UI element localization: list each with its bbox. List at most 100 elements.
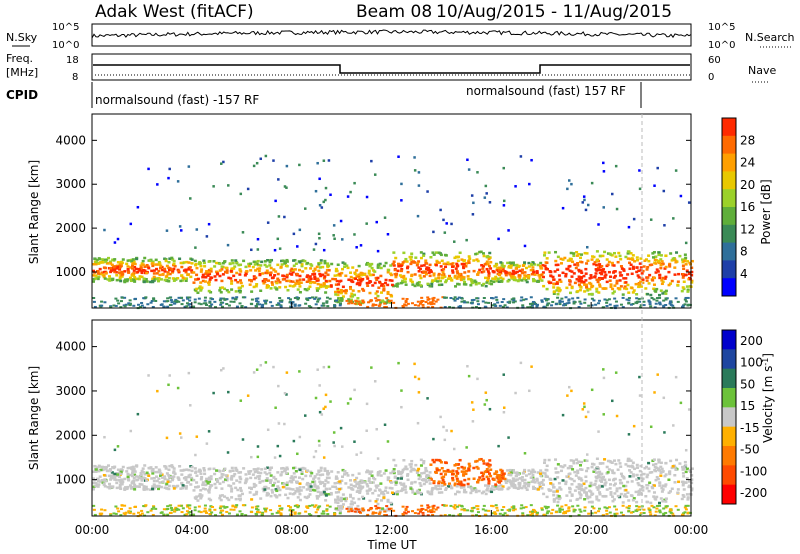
velocity-cell bbox=[493, 472, 497, 476]
velocity-cell bbox=[462, 474, 466, 477]
power-cell bbox=[413, 261, 417, 264]
power-cell bbox=[267, 279, 271, 282]
power-cell bbox=[605, 299, 609, 302]
power-cell bbox=[580, 260, 584, 264]
velocity-cell bbox=[597, 430, 600, 433]
velocity-cell bbox=[483, 513, 487, 516]
velocity-cell bbox=[575, 461, 579, 465]
velocity-cell bbox=[199, 497, 203, 500]
velocity-cell bbox=[612, 498, 616, 501]
power-cell bbox=[620, 267, 624, 270]
velocity-cell bbox=[333, 482, 337, 485]
velocity-cell bbox=[123, 504, 127, 507]
velocity-cell bbox=[522, 470, 526, 473]
power-cell bbox=[613, 297, 617, 300]
velocity-cell bbox=[309, 514, 313, 517]
power-cell bbox=[531, 272, 535, 276]
velocity-cell bbox=[603, 458, 607, 461]
power-cell bbox=[94, 260, 98, 264]
velocity-cell bbox=[538, 485, 542, 488]
power-cell bbox=[430, 280, 434, 284]
power-cell bbox=[440, 276, 444, 280]
velocity-cell bbox=[463, 509, 467, 512]
velocity-cell bbox=[208, 485, 212, 489]
power-cell bbox=[324, 186, 328, 190]
power-cell bbox=[386, 290, 390, 294]
velocity-cell bbox=[114, 512, 118, 515]
velocity-cell bbox=[160, 473, 164, 476]
power-cell bbox=[664, 265, 668, 269]
velocity-cell bbox=[460, 483, 464, 487]
velocity-cell bbox=[289, 480, 293, 483]
colorbar-swatch bbox=[722, 407, 736, 428]
velocity-cell bbox=[230, 496, 234, 499]
velocity-cell bbox=[453, 482, 457, 485]
velocity-cell bbox=[558, 496, 562, 500]
power-cell bbox=[458, 305, 462, 308]
power-cell bbox=[449, 276, 453, 280]
power-cell bbox=[647, 259, 651, 263]
power-cell bbox=[170, 271, 174, 274]
power-cell bbox=[277, 303, 281, 306]
velocity-cell bbox=[280, 507, 284, 510]
velocity-cell bbox=[133, 483, 137, 487]
velocity-cell bbox=[475, 465, 479, 469]
velocity-cell bbox=[261, 479, 265, 483]
power-cell bbox=[276, 277, 280, 281]
power-cell bbox=[389, 264, 393, 267]
velocity-cell bbox=[249, 469, 253, 473]
velocity-cell bbox=[278, 493, 282, 497]
power-cell bbox=[518, 278, 522, 282]
velocity-cell bbox=[586, 410, 590, 414]
velocity-cell bbox=[549, 482, 553, 485]
power-cell bbox=[476, 259, 480, 263]
power-cell bbox=[384, 261, 388, 265]
velocity-cell bbox=[462, 490, 466, 494]
power-cell bbox=[267, 271, 271, 275]
velocity-cell bbox=[613, 492, 617, 495]
velocity-cell bbox=[274, 406, 277, 410]
power-cell bbox=[557, 287, 561, 290]
power-cell bbox=[582, 280, 586, 284]
power-cell bbox=[138, 275, 142, 278]
velocity-cell bbox=[177, 504, 181, 507]
power-cell bbox=[683, 273, 687, 277]
velocity-cell bbox=[131, 480, 135, 483]
velocity-cell bbox=[195, 474, 199, 477]
velocity-cell bbox=[658, 481, 662, 485]
power-cell bbox=[598, 263, 602, 266]
power-cell bbox=[663, 277, 667, 280]
velocity-cell bbox=[190, 469, 194, 473]
velocity-cell bbox=[431, 458, 435, 462]
velocity-cell bbox=[595, 486, 599, 489]
velocity-cell bbox=[346, 402, 350, 405]
velocity-cell bbox=[259, 471, 263, 475]
power-cell bbox=[207, 268, 211, 272]
velocity-cell bbox=[586, 467, 590, 470]
power-cell bbox=[489, 279, 493, 283]
power-cell bbox=[282, 274, 286, 278]
velocity-cell bbox=[238, 486, 242, 490]
power-cell bbox=[115, 274, 119, 277]
velocity-cell bbox=[688, 511, 692, 514]
velocity-cell bbox=[664, 506, 668, 509]
velocity-cell bbox=[568, 472, 572, 475]
velocity-cell bbox=[492, 488, 496, 491]
power-cell bbox=[437, 283, 441, 287]
power-cell bbox=[401, 279, 405, 283]
x-tick-label: 00:00 bbox=[674, 523, 709, 537]
power-cell bbox=[424, 259, 428, 262]
power-cell bbox=[116, 237, 120, 241]
power-cell bbox=[474, 252, 478, 256]
power-cell bbox=[382, 264, 386, 268]
velocity-cell bbox=[339, 426, 343, 430]
velocity-cell bbox=[340, 507, 344, 510]
power-cell bbox=[417, 266, 421, 269]
power-cell bbox=[109, 270, 113, 274]
power-cell bbox=[590, 255, 594, 258]
power-cell bbox=[346, 266, 350, 270]
velocity-cell bbox=[123, 513, 127, 516]
velocity-cell bbox=[379, 482, 383, 485]
power-cell bbox=[659, 263, 663, 267]
power-cell bbox=[218, 262, 222, 266]
